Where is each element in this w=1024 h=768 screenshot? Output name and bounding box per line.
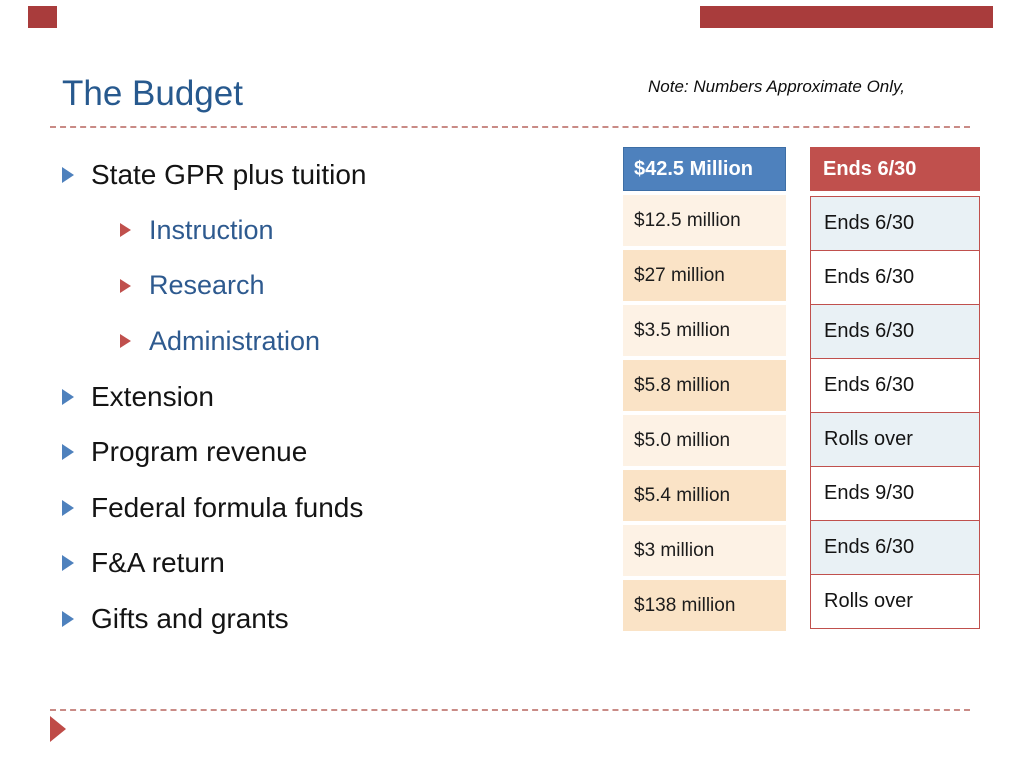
bullet-triangle-icon [62,166,74,183]
amounts-column: $42.5 Million $12.5 million $27 million … [623,147,786,631]
bullet-label: Program revenue [91,436,308,468]
amount-cell: $5.0 million [623,415,786,466]
bottom-dashed-divider [50,709,970,711]
bullet-item: State GPR plus tuition [62,147,622,203]
bullet-triangle-icon [62,499,74,516]
bullet-label: Extension [91,380,214,412]
bullet-triangle-icon [120,334,131,349]
slide-decor-square [28,6,57,28]
status-cell: Ends 6/30 [810,358,980,413]
bullet-item: Research [120,258,622,314]
bullet-item: Extension [62,369,622,425]
bullet-label: State GPR plus tuition [91,158,367,190]
status-cell: Ends 6/30 [810,520,980,575]
bullet-triangle-icon [62,610,74,627]
bullet-item: Gifts and grants [62,591,622,647]
bullet-label: Instruction [149,214,274,245]
amount-cell: $138 million [623,580,786,631]
status-cell: Ends 9/30 [810,466,980,521]
status-rows: Ends 6/30 Ends 6/30 Ends 6/30 Ends 6/30 … [810,196,980,629]
status-cell: Rolls over [810,412,980,467]
status-cell: Ends 6/30 [810,304,980,359]
bullet-item: F&A return [62,536,622,592]
page-title: The Budget [62,74,243,113]
note-text: Note: Numbers Approximate Only, [648,77,905,96]
bullet-triangle-icon [120,223,131,238]
amounts-column-header: $42.5 Million [623,147,786,191]
bullet-item: Instruction [120,203,622,259]
amount-cell: $3 million [623,525,786,576]
amount-cell: $3.5 million [623,305,786,356]
amount-cell: $5.8 million [623,360,786,411]
bullet-triangle-icon [62,388,74,405]
amount-cell: $12.5 million [623,195,786,246]
bullet-label: Gifts and grants [91,602,289,634]
top-dashed-divider [50,126,970,128]
status-cell: Ends 6/30 [810,196,980,251]
bullet-label: F&A return [91,547,225,579]
slide-decor-bar [700,6,993,28]
amount-cell: $27 million [623,250,786,301]
amount-cell: $5.4 million [623,470,786,521]
bullet-label: Administration [149,325,321,356]
bullet-item: Program revenue [62,425,622,481]
bullet-label: Research [149,270,265,301]
bullet-label: Federal formula funds [91,491,364,523]
status-cell: Rolls over [810,574,980,629]
bullet-item: Administration [120,314,622,370]
slide-footer-arrow-icon [50,716,66,742]
status-cell: Ends 6/30 [810,250,980,305]
bullet-triangle-icon [120,278,131,293]
bullet-triangle-icon [62,444,74,461]
bullet-list: State GPR plus tuition Instruction Resea… [62,147,622,647]
status-column-header: Ends 6/30 [810,147,980,191]
bullet-triangle-icon [62,555,74,572]
status-column: Ends 6/30 Ends 6/30 Ends 6/30 Ends 6/30 … [810,147,980,629]
bullet-item: Federal formula funds [62,480,622,536]
